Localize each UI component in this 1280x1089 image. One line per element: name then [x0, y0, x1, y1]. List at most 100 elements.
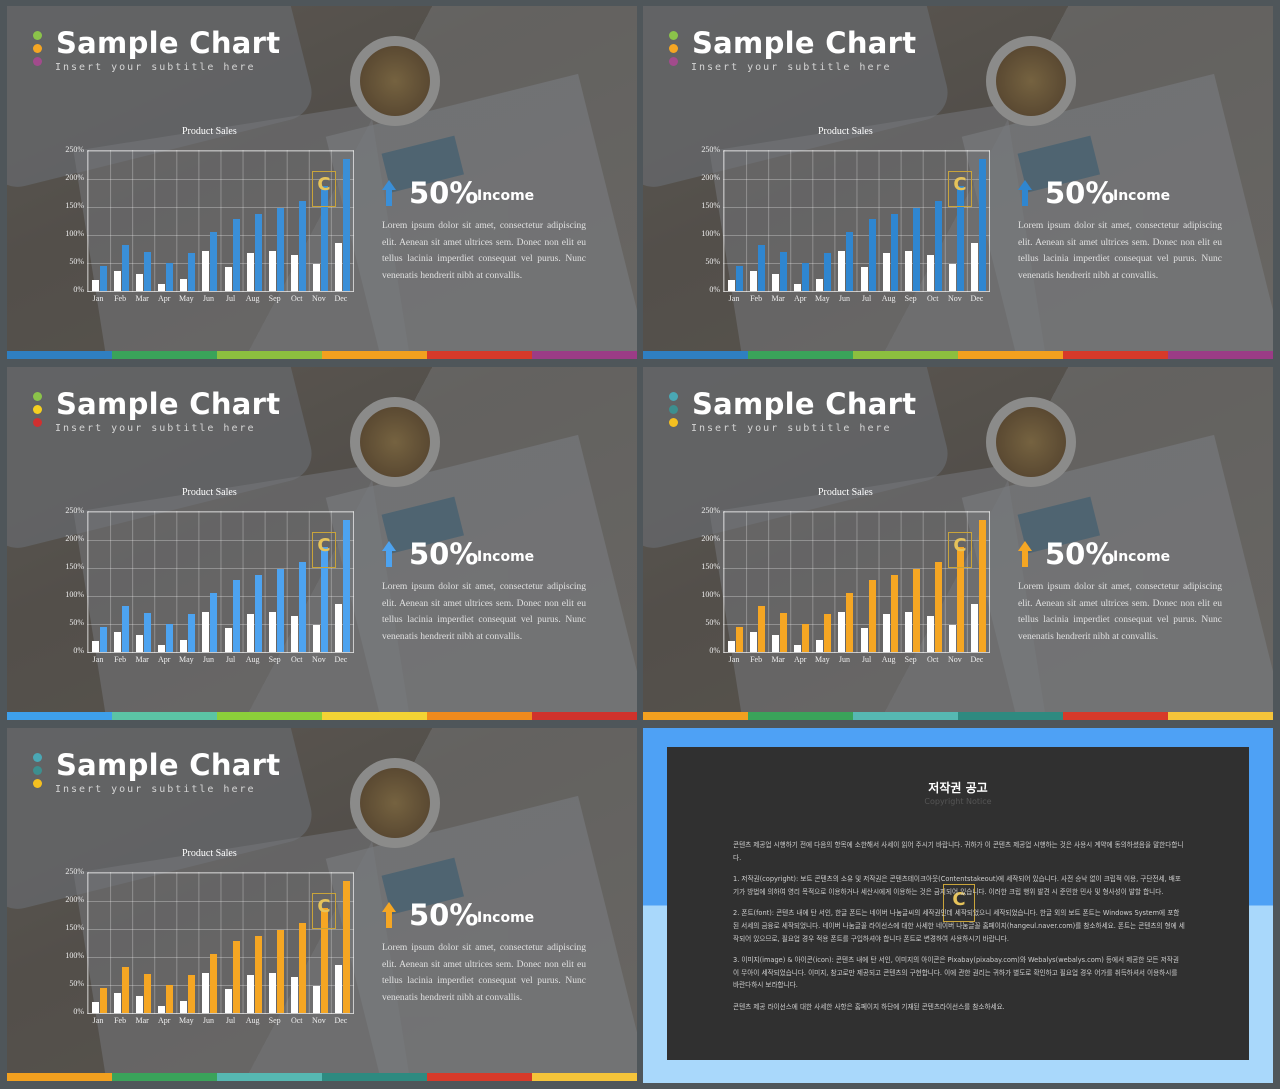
chart-bar — [342, 520, 350, 652]
chart-bar — [926, 255, 934, 291]
x-tick-label: Jul — [225, 1016, 236, 1025]
x-tick-label: Jan — [728, 655, 740, 664]
chart-bar — [794, 645, 802, 652]
chart-bar — [816, 640, 824, 652]
chart-bar — [210, 593, 218, 652]
coffee-cup-image — [350, 36, 440, 126]
chart-bar — [956, 186, 964, 291]
copyright-paragraph: 3. 이미지(image) & 아이콘(icon): 콘텐츠 내에 탄 서인, … — [733, 956, 1179, 990]
copyright-title: 저작권 공고 — [928, 781, 988, 795]
slide-title: Sample Chart — [56, 748, 281, 782]
dots-icon — [669, 31, 679, 70]
chart-bar — [912, 208, 920, 291]
chart-bar — [838, 612, 846, 652]
chart-bar — [158, 1006, 166, 1013]
chart-bar — [232, 580, 240, 652]
x-tick-label: Apr — [794, 294, 807, 303]
chart-bar — [232, 219, 240, 291]
chart-bar — [882, 614, 890, 652]
x-tick-label: Mar — [135, 1016, 149, 1025]
chart-bar — [772, 274, 780, 291]
slide-subtitle: Insert your subtitle here — [691, 423, 892, 434]
x-tick-label: Nov — [311, 655, 326, 664]
chart-title: Product Sales — [818, 126, 873, 137]
slide-subtitle: Insert your subtitle here — [691, 62, 892, 73]
x-tick-label: Aug — [881, 655, 896, 664]
x-tick-label: Mar — [135, 655, 149, 664]
y-tick-label: 0% — [709, 646, 720, 655]
chart-bar — [750, 632, 758, 652]
chart-bar — [298, 923, 306, 1013]
chart-bar — [904, 612, 912, 652]
y-tick-label: 250% — [65, 867, 84, 876]
x-tick-label: Jan — [92, 294, 104, 303]
y-tick-label: 0% — [709, 285, 720, 294]
y-tick-label: 250% — [65, 145, 84, 154]
slide-subtitle: Insert your subtitle here — [55, 423, 256, 434]
chart-bar — [114, 993, 122, 1013]
chart-bar — [246, 614, 254, 652]
chart-bar — [794, 284, 802, 291]
chart-bar — [882, 253, 890, 291]
up-arrow-icon — [1018, 180, 1032, 206]
chart-bar — [254, 575, 262, 652]
y-tick-label: 50% — [69, 979, 84, 988]
chart-bar — [188, 253, 196, 291]
chart-bar — [780, 613, 788, 652]
chart-slide: Sample Chart Insert your subtitle here P… — [643, 6, 1273, 359]
chart-bar — [846, 593, 854, 652]
chart-bar — [802, 624, 810, 652]
x-tick-label: Feb — [750, 294, 763, 303]
chart-bar — [114, 271, 122, 291]
x-tick-label: Feb — [114, 655, 127, 664]
stat-label: Income — [1113, 549, 1171, 565]
y-tick-label: 50% — [69, 257, 84, 266]
chart-bar — [912, 569, 920, 652]
y-tick-label: 50% — [69, 618, 84, 627]
x-tick-label: Oct — [290, 1016, 303, 1025]
slide-title: Sample Chart — [692, 387, 917, 421]
color-strip — [643, 351, 1273, 359]
chart-bar — [224, 628, 232, 652]
stat-percent: 50% — [409, 176, 479, 210]
up-arrow-icon — [382, 541, 396, 567]
chart-bar — [246, 975, 254, 1013]
slide-subtitle: Insert your subtitle here — [55, 62, 256, 73]
bar-chart: Product Sales C 250% 200% 150% 100% 50% 0% Jan… — [62, 126, 362, 316]
color-strip — [7, 351, 637, 359]
x-tick-label: Jun — [202, 1016, 214, 1025]
x-tick-label: Sep — [268, 294, 281, 303]
chart-bar — [824, 253, 832, 291]
chart-bar — [144, 252, 152, 291]
x-tick-label: Nov — [947, 655, 962, 664]
y-tick-label: 50% — [705, 618, 720, 627]
plot-area — [87, 872, 354, 1014]
chart-bar — [136, 274, 144, 291]
chart-bar — [276, 930, 284, 1013]
x-tick-label: Jul — [861, 655, 872, 664]
x-tick-label: Jul — [225, 294, 236, 303]
chart-bar — [320, 186, 328, 291]
y-tick-label: 100% — [65, 590, 84, 599]
x-tick-label: Mar — [771, 655, 785, 664]
chart-bar — [736, 266, 743, 291]
y-tick-label: 100% — [65, 951, 84, 960]
chart-bar — [312, 986, 320, 1013]
chart-bar — [224, 267, 232, 291]
chart-bar — [290, 616, 298, 652]
chart-bar — [320, 908, 328, 1013]
y-tick-label: 0% — [73, 285, 84, 294]
coffee-cup-image — [986, 397, 1076, 487]
dark-overlay — [643, 6, 1273, 359]
chart-bar — [166, 985, 174, 1013]
color-strip — [7, 712, 637, 720]
y-tick-label: 100% — [701, 229, 720, 238]
coffee-cup-image — [350, 397, 440, 487]
chart-bar — [210, 232, 218, 291]
chart-bar — [868, 580, 876, 652]
x-tick-label: Oct — [926, 294, 939, 303]
chart-bar — [298, 562, 306, 652]
chart-bar — [122, 245, 130, 291]
slide-title: Sample Chart — [56, 387, 281, 421]
y-tick-label: 250% — [65, 506, 84, 515]
